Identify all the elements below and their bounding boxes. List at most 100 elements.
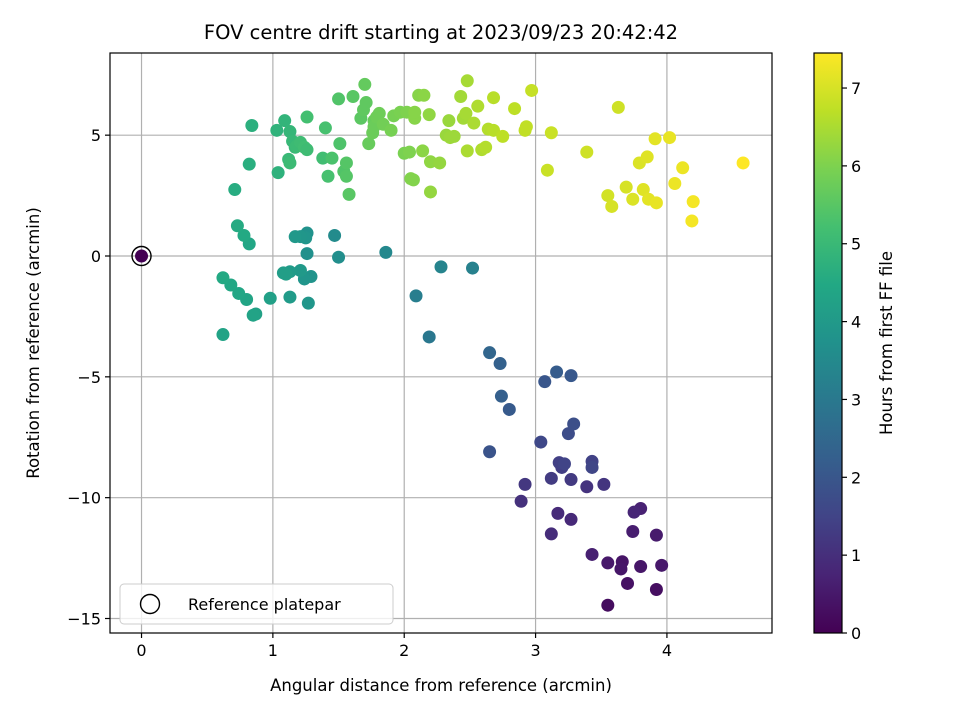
scatter-point bbox=[525, 83, 539, 97]
scatter-point bbox=[288, 230, 302, 244]
legend: Reference platepar bbox=[119, 583, 394, 625]
reference-point bbox=[135, 249, 149, 263]
scatter-point bbox=[232, 286, 246, 300]
scatter-point bbox=[627, 505, 641, 519]
scatter-point bbox=[585, 460, 599, 474]
scatter-point bbox=[636, 183, 650, 197]
y-tick-label: −10 bbox=[67, 489, 101, 508]
scatter-point bbox=[447, 129, 461, 143]
scatter-point bbox=[736, 156, 750, 170]
scatter-point bbox=[246, 308, 260, 322]
scatter-point bbox=[640, 150, 654, 164]
scatter-point bbox=[271, 166, 285, 180]
scatter-point bbox=[544, 471, 558, 485]
scatter-point bbox=[655, 558, 669, 572]
scatter-point bbox=[346, 90, 360, 103]
scatter-point bbox=[362, 137, 376, 151]
scatter-point bbox=[518, 477, 532, 491]
scatter-point bbox=[564, 512, 578, 526]
scatter-point bbox=[567, 417, 581, 431]
colorbar bbox=[814, 53, 842, 633]
scatter-point bbox=[483, 346, 497, 360]
colorbar-tick-label: 4 bbox=[851, 313, 861, 332]
scatter-point bbox=[228, 183, 242, 197]
scatter-point bbox=[333, 137, 347, 151]
y-tick-label: 0 bbox=[91, 247, 101, 266]
scatter-point bbox=[434, 260, 448, 274]
scatter-point bbox=[519, 120, 533, 134]
scatter-point bbox=[614, 562, 628, 576]
scatter-point bbox=[301, 296, 315, 310]
scatter-point bbox=[339, 156, 353, 170]
scatter-point bbox=[467, 116, 481, 130]
scatter-point bbox=[242, 157, 256, 171]
scatter-point bbox=[496, 129, 510, 143]
colorbar-ticks: 0 1 2 3 4 5 6 7 bbox=[842, 79, 861, 643]
scatter-point bbox=[544, 126, 558, 140]
scatter-point bbox=[557, 457, 571, 471]
scatter-point bbox=[318, 121, 332, 135]
scatter-point bbox=[551, 506, 565, 520]
x-axis-ticks: 0 1 2 3 4 bbox=[136, 633, 672, 660]
y-tick-label: 5 bbox=[91, 126, 101, 145]
scatter-point bbox=[358, 77, 372, 91]
scatter-point bbox=[649, 196, 663, 210]
scatter-point bbox=[487, 123, 501, 137]
scatter-point bbox=[408, 105, 422, 119]
legend-label: Reference platepar bbox=[188, 595, 341, 614]
scatter-point bbox=[328, 228, 342, 242]
scatter-point bbox=[605, 199, 619, 213]
scatter-point bbox=[372, 106, 386, 120]
scatter-point bbox=[300, 110, 314, 124]
x-tick-label: 0 bbox=[136, 641, 146, 660]
legend-box bbox=[119, 583, 394, 625]
scatter-point bbox=[433, 156, 447, 170]
scatter-point bbox=[544, 527, 558, 541]
scatter-point bbox=[417, 88, 431, 102]
colorbar-tick-label: 0 bbox=[851, 624, 861, 643]
scatter-point bbox=[459, 106, 473, 120]
colorbar-label: Hours from first FF file bbox=[877, 251, 896, 435]
scatter-point bbox=[460, 144, 474, 158]
scatter-point bbox=[460, 74, 474, 88]
scatter-point bbox=[237, 228, 251, 242]
scatter-point bbox=[494, 389, 508, 403]
scatter-point bbox=[621, 576, 635, 590]
scatter-point bbox=[359, 96, 373, 110]
scatter-point bbox=[454, 90, 468, 103]
scatter-point bbox=[580, 145, 594, 159]
scatter-point bbox=[493, 357, 507, 371]
scatter-point bbox=[649, 528, 663, 542]
scatter-point bbox=[263, 291, 277, 305]
scatter-point bbox=[601, 189, 615, 203]
scatter-point bbox=[676, 161, 690, 175]
colorbar-tick-label: 1 bbox=[851, 546, 861, 565]
scatter-point bbox=[332, 250, 346, 264]
legend-marker-open-circle bbox=[139, 593, 161, 615]
scatter-point bbox=[634, 560, 648, 574]
reference-marker bbox=[131, 245, 152, 267]
scatter-point bbox=[668, 177, 682, 190]
scatter-point bbox=[316, 151, 330, 165]
scatter-point bbox=[379, 245, 393, 259]
scatter-point bbox=[483, 445, 497, 459]
colorbar-tick-label: 6 bbox=[851, 157, 861, 176]
scatter-point bbox=[564, 369, 578, 383]
scatter-point bbox=[649, 583, 663, 596]
colorbar-tick-label: 7 bbox=[851, 79, 861, 98]
scatter-point bbox=[278, 114, 292, 128]
colorbar-frame bbox=[813, 52, 843, 634]
scatter-point bbox=[384, 123, 398, 137]
scatter-point bbox=[514, 494, 528, 508]
scatter-point bbox=[339, 169, 353, 183]
y-tick-label: −15 bbox=[67, 610, 101, 629]
scatter-point bbox=[534, 435, 548, 449]
scatter-point bbox=[416, 144, 430, 158]
x-tick-label: 2 bbox=[399, 641, 409, 660]
scatter-point bbox=[300, 247, 314, 261]
scatter-point bbox=[540, 163, 554, 177]
scatter-point bbox=[585, 547, 599, 561]
colorbar-tick-label: 5 bbox=[851, 235, 861, 254]
x-tick-label: 3 bbox=[530, 641, 540, 660]
